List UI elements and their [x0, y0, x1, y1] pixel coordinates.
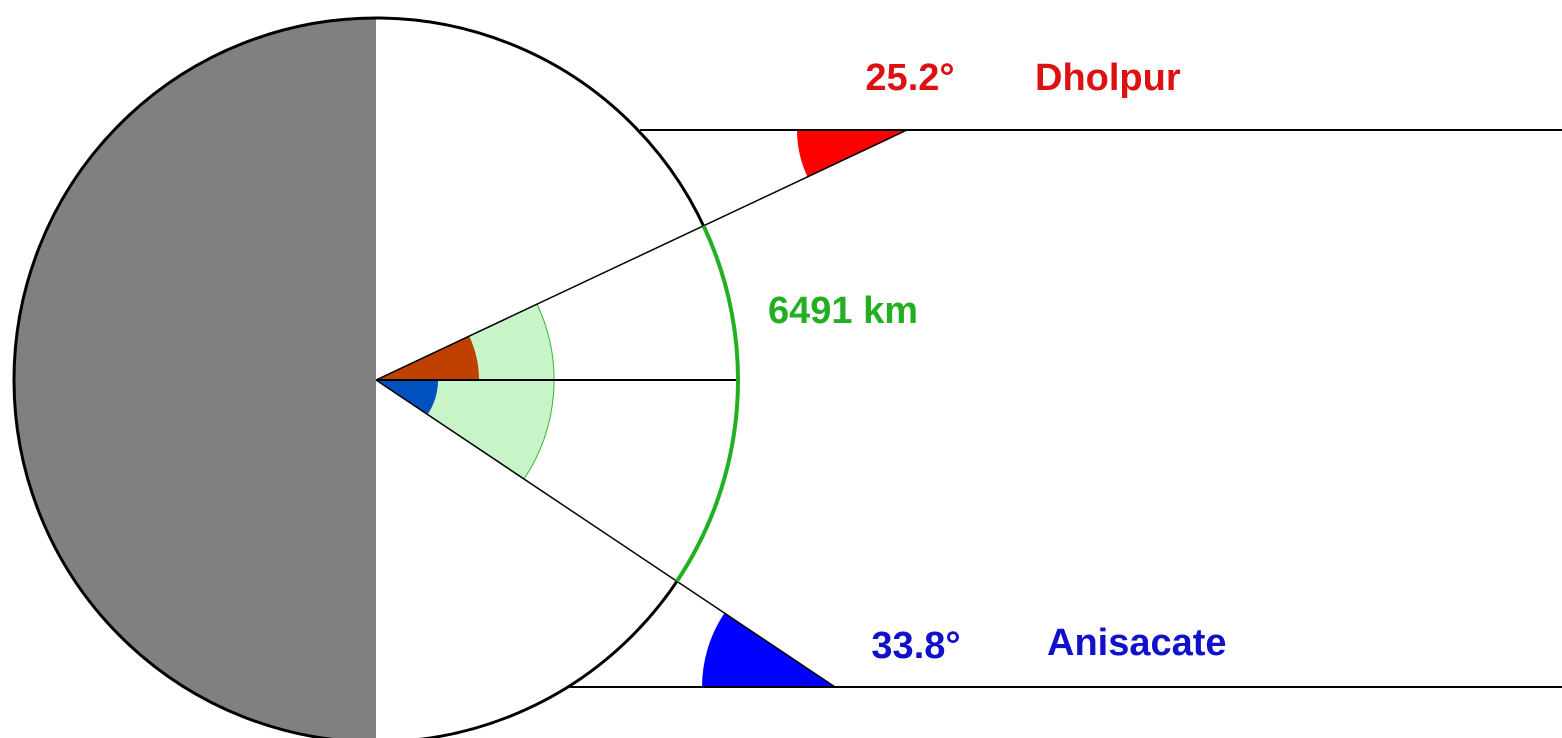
distance-label: 6491 km [768, 290, 918, 332]
bottom-angle-label: 33.8° [871, 625, 960, 667]
top-angle-label: 25.2° [865, 57, 954, 99]
bottom-latitude-angle [376, 380, 438, 415]
bottom-place-label: Anisacate [1047, 622, 1227, 664]
top-latitude-angle [376, 336, 479, 380]
bottom-radius [375, 379, 836, 688]
top-place-label: Dholpur [1035, 57, 1181, 99]
central-angle [374, 303, 555, 480]
top-sun-angle [797, 130, 907, 177]
bottom-sun-angle [702, 613, 835, 687]
top-radius [375, 129, 908, 381]
night-half [14, 18, 376, 738]
distance-arc [675, 225, 741, 583]
